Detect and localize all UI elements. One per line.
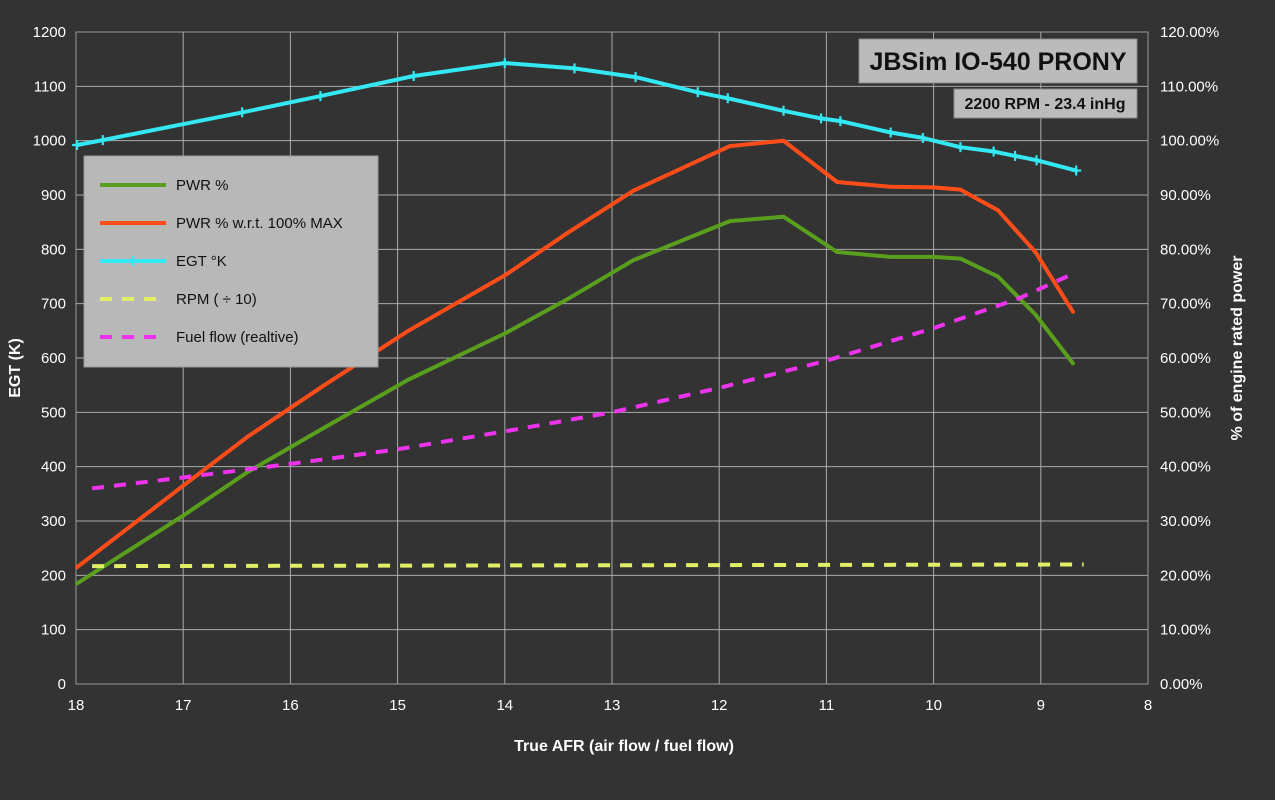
- series-point: [778, 105, 789, 116]
- legend-label: PWR % w.r.t. 100% MAX: [176, 215, 343, 232]
- series-point: [816, 113, 827, 124]
- chart-title: JBSim IO-540 PRONY: [869, 48, 1126, 76]
- y-tick-label: 0: [58, 676, 66, 693]
- series-line: [75, 61, 1079, 173]
- y-tick-label: 300: [41, 513, 66, 530]
- x-tick-label: 10: [925, 697, 942, 714]
- series-point: [917, 132, 928, 143]
- y2-tick-label: 20.00%: [1160, 567, 1211, 584]
- series-point: [315, 91, 326, 102]
- right-y-axis: 0.00% 10.00% 20.00% 30.00% 40.00% 50.00% 60.00…: [1160, 24, 1219, 693]
- x-tick-label: 13: [604, 697, 621, 714]
- left-y-axis: 0 100 200 300 400 500 600 700 800 900 1000 1100 1200: [33, 24, 66, 693]
- series-point: [237, 107, 248, 118]
- series-point: [1010, 150, 1021, 161]
- series-point: [885, 127, 896, 138]
- y-tick-label: 700: [41, 296, 66, 313]
- x-tick-label: 14: [496, 697, 513, 714]
- series-point: [630, 72, 641, 83]
- y-tick-label: 600: [41, 350, 66, 367]
- x-tick-label: 12: [711, 697, 728, 714]
- y-tick-label: 1000: [33, 133, 66, 150]
- legend-label: PWR %: [176, 177, 229, 194]
- y2-tick-label: 80.00%: [1160, 241, 1211, 258]
- series-point: [835, 116, 846, 127]
- x-tick-label: 16: [282, 697, 299, 714]
- x-tick-label: 17: [175, 697, 192, 714]
- y-tick-label: 1200: [33, 24, 66, 41]
- x-tick-label: 8: [1144, 697, 1152, 714]
- series-point: [955, 142, 966, 153]
- series-pwr-w-r-t-100-max: [75, 138, 1075, 570]
- series-point: [692, 87, 703, 98]
- series-line: [91, 271, 1074, 491]
- series-point: [988, 146, 999, 157]
- series-rpm-10: [92, 562, 1084, 569]
- y2-tick-label: 100.00%: [1160, 133, 1219, 150]
- legend-label: RPM ( ÷ 10): [176, 291, 257, 308]
- chart-subtitle: 2200 RPM - 23.4 inHg: [965, 96, 1126, 113]
- legend-label: Fuel flow (realtive): [176, 329, 299, 346]
- y2-tick-label: 120.00%: [1160, 24, 1219, 41]
- series-pwr: [75, 214, 1075, 586]
- y2-tick-label: 40.00%: [1160, 459, 1211, 476]
- series-point: [72, 140, 83, 151]
- series-line: [92, 562, 1084, 569]
- y-tick-label: 900: [41, 187, 66, 204]
- chart-subtitle-box: 2200 RPM - 23.4 inHg: [953, 88, 1138, 119]
- series-point: [722, 93, 733, 104]
- series-point: [1031, 155, 1042, 166]
- y2-tick-label: 50.00%: [1160, 404, 1211, 421]
- y-tick-label: 200: [41, 567, 66, 584]
- plot-area-frame: [75, 31, 1149, 685]
- series-fuel-flow-realtive: [91, 271, 1074, 491]
- legend-label: EGT °K: [176, 253, 227, 270]
- series-line: [75, 138, 1075, 570]
- series-point: [97, 135, 108, 146]
- series-point: [499, 57, 510, 68]
- series-point: [569, 63, 580, 74]
- y-tick-label: 800: [41, 241, 66, 258]
- y2-axis-title: % of engine rated power: [1229, 256, 1246, 441]
- y2-tick-label: 60.00%: [1160, 350, 1211, 367]
- x-axis-title: True AFR (air flow / fuel flow): [514, 738, 734, 755]
- y2-tick-label: 110.00%: [1160, 78, 1218, 95]
- x-axis: 18 17 16 15 14 13 12 11 10 9 8: [68, 697, 1153, 714]
- legend: PWR % PWR % w.r.t. 100% MAX EGT °K RPM ( ÷ …: [83, 155, 379, 368]
- series-line: [75, 214, 1075, 586]
- chart-title-box: JBSim IO-540 PRONY: [858, 38, 1138, 84]
- x-tick-label: 9: [1037, 697, 1045, 714]
- y-tick-label: 1100: [34, 78, 66, 95]
- y2-tick-label: 10.00%: [1160, 622, 1211, 639]
- y-tick-label: 100: [41, 622, 66, 639]
- y-tick-label: 500: [41, 404, 66, 421]
- series-layer: [72, 57, 1084, 586]
- y-tick-label: 400: [41, 459, 66, 476]
- y2-tick-label: 70.00%: [1160, 296, 1211, 313]
- series-egt-k: [72, 57, 1082, 176]
- series-point: [1071, 165, 1082, 176]
- x-tick-label: 11: [819, 697, 835, 714]
- x-tick-label: 15: [389, 697, 406, 714]
- y2-tick-label: 30.00%: [1160, 513, 1211, 530]
- y-axis-title: EGT (K): [7, 338, 24, 398]
- series-point: [408, 71, 419, 82]
- y2-tick-label: 90.00%: [1160, 187, 1211, 204]
- x-tick-label: 18: [68, 697, 85, 714]
- y2-tick-label: 0.00%: [1160, 676, 1203, 693]
